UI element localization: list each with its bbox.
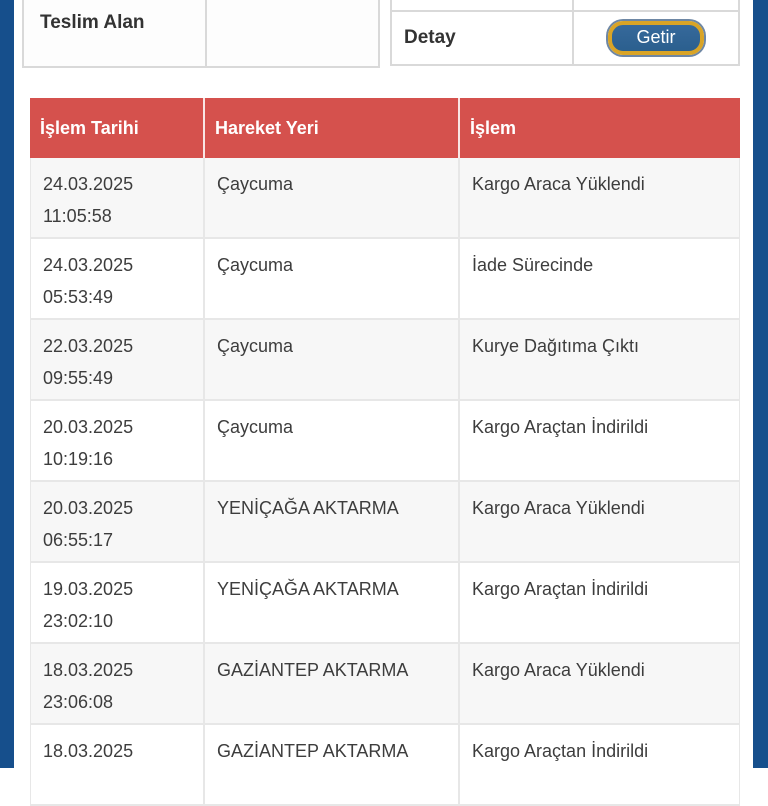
history-row: 24.03.2025 11:05:58 Çaycuma Kargo Araca Yük… — [30, 158, 740, 239]
column-header-islem: İşlem — [460, 98, 740, 158]
cell-islem-tarihi: 22.03.2025 09:55:49 — [30, 320, 205, 401]
row-time: 05:53:49 — [43, 287, 114, 307]
history-row: 22.03.2025 09:55:49 Çaycuma Kurye Dağıtıma … — [30, 320, 740, 401]
cell-islem: Kargo Araçtan İndirildi — [460, 401, 740, 482]
row-time: 23:02:10 — [43, 611, 114, 631]
row-date: 18.03.2025 — [43, 660, 134, 680]
getir-button[interactable]: Getir — [608, 21, 704, 55]
detay-table-divider — [572, 0, 574, 64]
teslim-alan-value-cell — [207, 0, 378, 66]
history-row: 18.03.2025 GAZİANTEP AKTARMA Kargo Araçtan… — [30, 725, 740, 806]
row-time: 11:05:58 — [43, 206, 112, 226]
cell-hareket-yeri: GAZİANTEP AKTARMA — [205, 725, 460, 806]
row-date: 20.03.2025 — [43, 498, 134, 518]
cell-hareket-yeri: Çaycuma — [205, 239, 460, 320]
getir-button-cell: Getir — [574, 12, 738, 64]
cell-islem-tarihi: 24.03.2025 05:53:49 — [30, 239, 205, 320]
cell-islem-tarihi: 20.03.2025 06:55:17 — [30, 482, 205, 563]
cell-islem: Kargo Araca Yüklendi — [460, 644, 740, 725]
column-header-islem-tarihi: İşlem Tarihi — [30, 98, 205, 158]
cell-islem: Kargo Araca Yüklendi — [460, 158, 740, 239]
detay-label: Detay — [404, 27, 456, 48]
row-time: 10:19:16 — [43, 449, 114, 469]
cell-hareket-yeri: Çaycuma — [205, 158, 460, 239]
cell-islem-tarihi: 19.03.2025 23:02:10 — [30, 563, 205, 644]
history-header-row: İşlem Tarihi Hareket Yeri İşlem — [30, 98, 740, 158]
page-frame-right — [753, 0, 768, 768]
cell-islem-tarihi: 18.03.2025 — [30, 725, 205, 806]
row-date: 24.03.2025 — [43, 255, 134, 275]
column-header-hareket-yeri: Hareket Yeri — [205, 98, 460, 158]
page-frame-left — [0, 0, 14, 768]
row-date: 24.03.2025 — [43, 174, 134, 194]
cell-islem-tarihi: 24.03.2025 11:05:58 — [30, 158, 205, 239]
detay-table: Detay Getir — [390, 0, 740, 66]
row-time: 06:55:17 — [43, 530, 114, 550]
cell-islem: İade Sürecinde — [460, 239, 740, 320]
cell-islem-tarihi: 18.03.2025 23:06:08 — [30, 644, 205, 725]
cell-islem-tarihi: 20.03.2025 10:19:16 — [30, 401, 205, 482]
history-row: 20.03.2025 06:55:17 YENİÇAĞA AKTARMA Kargo … — [30, 482, 740, 563]
row-date: 18.03.2025 — [43, 741, 134, 761]
cell-islem: Kurye Dağıtıma Çıktı — [460, 320, 740, 401]
row-date: 22.03.2025 — [43, 336, 134, 356]
row-time: 23:06:08 — [43, 692, 114, 712]
cell-islem: Kargo Araçtan İndirildi — [460, 725, 740, 806]
teslim-alan-table: Teslim Alan — [22, 0, 380, 68]
cell-hareket-yeri: YENİÇAĞA AKTARMA — [205, 482, 460, 563]
cell-hareket-yeri: GAZİANTEP AKTARMA — [205, 644, 460, 725]
row-date: 20.03.2025 — [43, 417, 134, 437]
row-time: 09:55:49 — [43, 368, 114, 388]
history-row: 24.03.2025 05:53:49 Çaycuma İade Sürecinde — [30, 239, 740, 320]
teslim-alan-label: Teslim Alan — [24, 0, 207, 66]
history-table: İşlem Tarihi Hareket Yeri İşlem 24.03.20… — [30, 98, 740, 806]
row-date: 19.03.2025 — [43, 579, 134, 599]
history-row: 20.03.2025 10:19:16 Çaycuma Kargo Araçtan İ… — [30, 401, 740, 482]
cell-islem: Kargo Araçtan İndirildi — [460, 563, 740, 644]
cell-hareket-yeri: Çaycuma — [205, 401, 460, 482]
history-row: 19.03.2025 23:02:10 YENİÇAĞA AKTARMA Kargo … — [30, 563, 740, 644]
cell-hareket-yeri: YENİÇAĞA AKTARMA — [205, 563, 460, 644]
detay-table-row-border — [392, 10, 738, 12]
history-row: 18.03.2025 23:06:08 GAZİANTEP AKTARMA Kargo… — [30, 644, 740, 725]
cell-islem: Kargo Araca Yüklendi — [460, 482, 740, 563]
cell-hareket-yeri: Çaycuma — [205, 320, 460, 401]
